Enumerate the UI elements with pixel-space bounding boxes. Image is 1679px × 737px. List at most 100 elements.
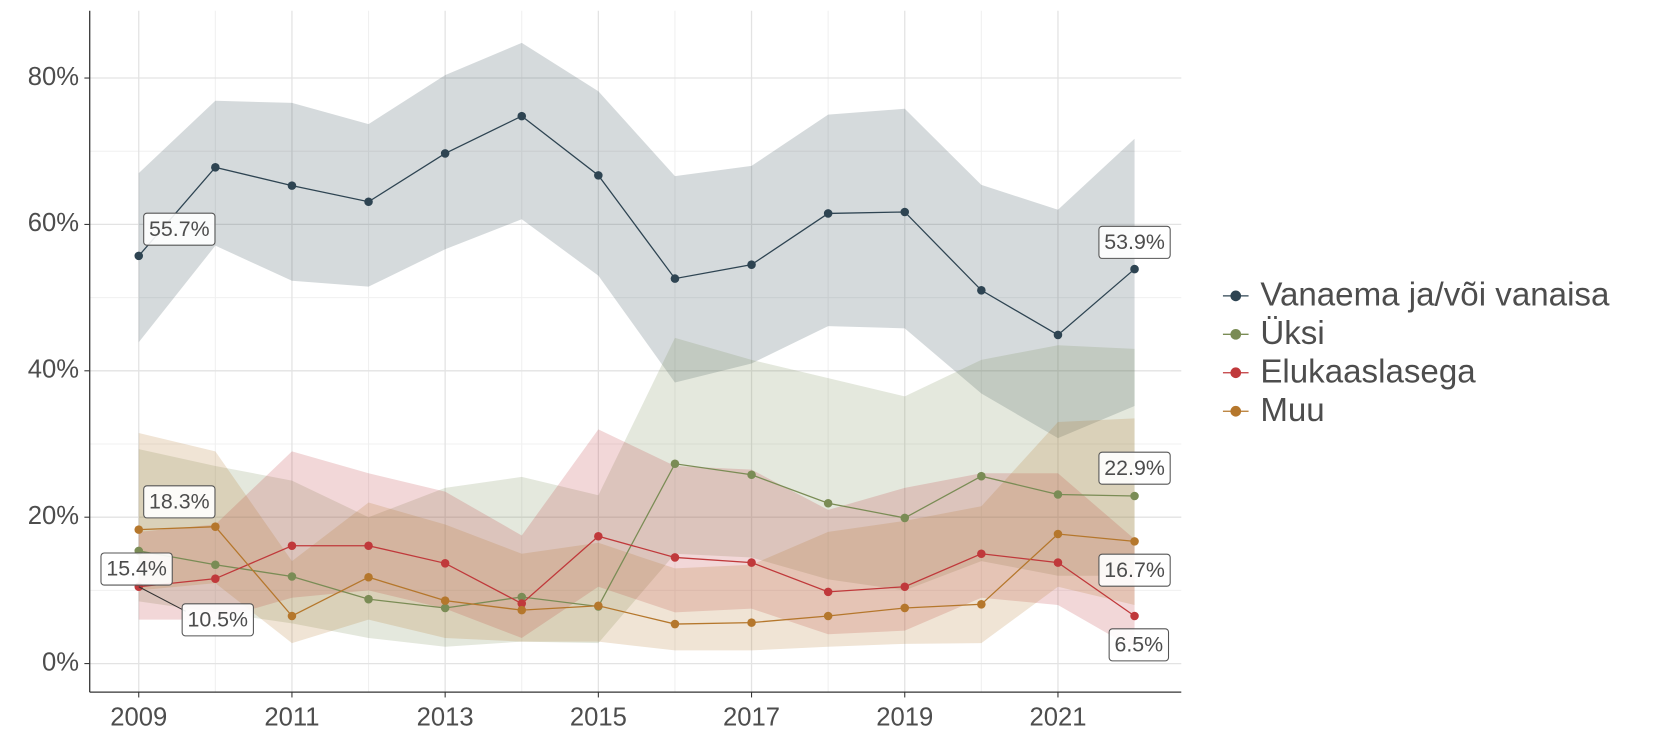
data-point xyxy=(440,596,450,605)
data-point xyxy=(211,163,220,172)
legend-label: Muu xyxy=(1260,392,1324,429)
legend-label: Üksi xyxy=(1260,315,1324,352)
legend-key xyxy=(1230,405,1242,417)
data-point xyxy=(747,558,756,567)
data-point xyxy=(1053,330,1063,340)
data-point xyxy=(134,525,144,534)
legend-key xyxy=(1230,367,1242,379)
data-point xyxy=(900,582,910,591)
data-label-box xyxy=(1098,225,1171,259)
data-point xyxy=(1130,491,1139,501)
data-point xyxy=(670,619,680,629)
x-tick-label: 2019 xyxy=(876,704,933,732)
data-point xyxy=(823,499,833,508)
data-point xyxy=(594,171,603,180)
data-label-box xyxy=(181,603,254,637)
y-tick-label: 20% xyxy=(28,502,79,530)
data-point xyxy=(440,603,450,613)
data-point xyxy=(977,471,986,481)
data-point xyxy=(747,618,756,627)
data-point xyxy=(670,553,680,562)
data-point xyxy=(440,149,450,158)
data-point xyxy=(211,574,220,583)
data-label-box xyxy=(100,552,173,586)
data-label-box xyxy=(1098,553,1171,587)
series-line xyxy=(138,115,1135,336)
data-label: 22.9% xyxy=(1104,456,1165,480)
y-tick-label: 80% xyxy=(28,63,79,91)
legend-label: Elukaaslasega xyxy=(1260,354,1476,391)
data-point xyxy=(287,572,297,581)
data-point xyxy=(364,572,373,582)
confidence-band xyxy=(138,42,1135,439)
data-point xyxy=(900,603,910,613)
data-label: 55.7% xyxy=(149,217,210,241)
confidence-band xyxy=(138,418,1135,651)
data-point xyxy=(823,611,833,621)
data-point xyxy=(747,260,756,269)
data-label: 16.7% xyxy=(1104,558,1165,582)
data-point xyxy=(134,251,144,261)
data-point xyxy=(1053,558,1063,567)
data-point xyxy=(287,611,297,621)
x-tick-label: 2013 xyxy=(417,704,474,732)
x-tick-label: 2015 xyxy=(570,704,627,732)
legend-label: Vanaema ja/või vanaisa xyxy=(1260,277,1610,314)
data-point xyxy=(594,531,603,541)
y-tick-label: 40% xyxy=(28,356,79,384)
data-label: 53.9% xyxy=(1104,230,1165,254)
data-point xyxy=(287,181,297,190)
series-line xyxy=(138,535,1135,617)
data-point xyxy=(1053,529,1063,539)
series-line xyxy=(138,463,1135,609)
data-point xyxy=(211,560,220,570)
data-point xyxy=(823,209,833,218)
confidence-band xyxy=(138,337,1135,647)
data-point xyxy=(823,587,833,597)
data-label: 18.3% xyxy=(149,490,210,514)
data-point xyxy=(900,513,910,523)
data-point xyxy=(364,197,373,207)
data-point xyxy=(1130,611,1139,621)
legend-key xyxy=(1230,328,1242,340)
data-label-box xyxy=(143,212,216,246)
data-label-box xyxy=(1108,628,1170,662)
data-point xyxy=(1053,490,1063,499)
data-point xyxy=(1130,264,1139,274)
data-point xyxy=(1130,537,1139,546)
data-point xyxy=(747,470,756,480)
data-point xyxy=(517,592,527,602)
series-line xyxy=(138,526,1135,625)
data-point xyxy=(977,549,986,559)
data-point xyxy=(517,111,527,121)
data-point xyxy=(670,274,680,283)
data-point xyxy=(440,559,450,568)
data-label-box xyxy=(1098,451,1171,485)
x-tick-label: 2009 xyxy=(110,704,167,732)
legend-key xyxy=(1230,290,1242,302)
x-tick-label: 2021 xyxy=(1029,704,1086,732)
data-label: 15.4% xyxy=(106,557,167,581)
data-label: 10.5% xyxy=(187,608,248,632)
data-point xyxy=(517,599,527,608)
data-point xyxy=(211,522,220,531)
y-tick-label: 0% xyxy=(42,648,79,676)
x-tick-label: 2017 xyxy=(723,704,780,732)
data-point xyxy=(977,600,986,609)
data-point xyxy=(364,541,373,551)
data-point xyxy=(517,605,527,615)
confidence-band xyxy=(138,429,1135,649)
data-point xyxy=(977,286,986,295)
data-label: 6.5% xyxy=(1114,633,1163,657)
data-point xyxy=(900,207,910,217)
label-leader xyxy=(138,586,186,612)
x-tick-label: 2011 xyxy=(264,704,319,732)
data-point xyxy=(670,459,680,469)
data-point xyxy=(594,601,603,611)
data-point xyxy=(364,594,373,604)
data-point xyxy=(287,541,297,551)
y-tick-label: 60% xyxy=(28,209,79,237)
data-label-box xyxy=(143,485,216,519)
